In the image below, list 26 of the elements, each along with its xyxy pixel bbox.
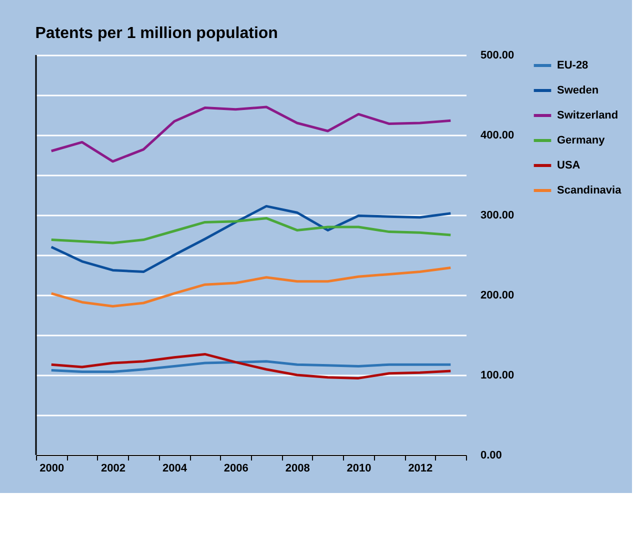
x-tick-label: 2008 [285, 462, 310, 474]
line-series [50, 106, 452, 163]
line-series [50, 204, 452, 274]
x-tick-label: 2000 [40, 462, 64, 474]
line-series [50, 360, 452, 374]
y-tick-label: 500.00 [480, 50, 514, 62]
line-series [50, 266, 452, 308]
legend-label: Germany [557, 134, 606, 146]
y-tick-label: 300.00 [480, 210, 514, 222]
y-tick-label: 400.00 [480, 130, 514, 142]
legend-label: Scandinavia [557, 184, 622, 196]
x-tick-label: 2012 [408, 462, 433, 474]
chart-title: Patents per 1 million population [35, 25, 278, 42]
x-tick-label: 2004 [162, 462, 188, 474]
y-tick-label: 0.00 [480, 450, 502, 462]
legend-label: Switzerland [557, 110, 618, 122]
y-tick-label: 200.00 [480, 290, 514, 302]
line-series [50, 216, 452, 244]
x-tick-label: 2002 [101, 462, 126, 474]
legend-label: Sweden [557, 84, 599, 96]
legend-label: EU-28 [557, 60, 588, 72]
line-series [50, 352, 452, 380]
x-tick-label: 2006 [224, 462, 248, 474]
legend-label: USA [557, 160, 580, 172]
y-tick-label: 100.00 [480, 370, 514, 382]
x-tick-label: 2010 [346, 462, 372, 474]
